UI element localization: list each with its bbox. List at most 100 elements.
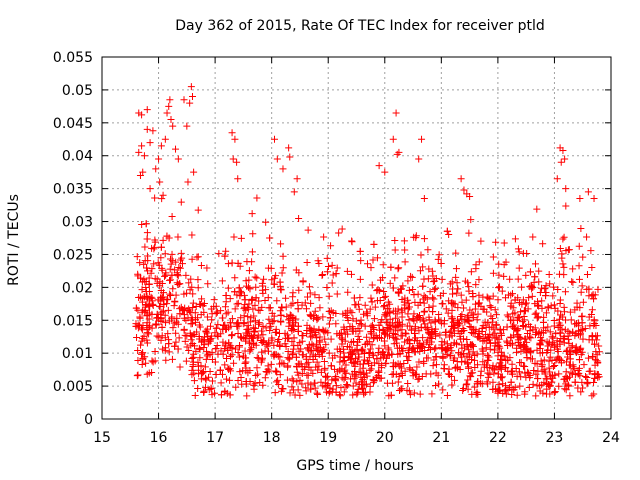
data-point	[189, 363, 197, 371]
data-point	[559, 260, 567, 268]
data-point	[333, 290, 341, 298]
data-point	[369, 256, 377, 264]
data-point	[145, 274, 153, 282]
data-point	[294, 322, 302, 330]
data-point	[140, 260, 148, 268]
data-point	[187, 309, 195, 317]
data-point	[538, 361, 546, 369]
data-point	[369, 352, 377, 360]
data-point	[567, 369, 575, 377]
data-point	[574, 366, 582, 374]
data-point	[571, 378, 579, 386]
data-point	[507, 291, 515, 299]
data-point	[253, 364, 261, 372]
data-point	[379, 353, 387, 361]
data-point	[313, 358, 321, 366]
x-tick-labels: 15 16 17 18 19 20 21 22 23 24	[93, 430, 620, 446]
data-point	[211, 329, 219, 337]
data-point	[553, 175, 561, 183]
data-point	[578, 313, 586, 321]
data-point	[279, 252, 287, 260]
data-point	[482, 344, 490, 352]
data-point	[387, 391, 395, 399]
data-point	[167, 276, 175, 284]
data-point	[145, 302, 153, 310]
data-point	[559, 235, 567, 243]
data-point	[453, 279, 461, 287]
data-point	[311, 307, 319, 315]
y-tick-label: 0.02	[62, 280, 93, 296]
data-point	[529, 284, 537, 292]
data-point	[323, 283, 331, 291]
data-point	[329, 271, 337, 279]
data-point	[298, 332, 306, 340]
data-point	[324, 329, 332, 337]
data-point	[391, 314, 399, 322]
data-point	[217, 330, 225, 338]
data-point	[487, 303, 495, 311]
data-point	[321, 335, 329, 343]
data-point	[304, 358, 312, 366]
data-point	[469, 293, 477, 301]
data-point	[143, 229, 151, 237]
data-point	[467, 373, 475, 381]
data-point	[532, 309, 540, 317]
data-point	[172, 291, 180, 299]
data-point	[227, 367, 235, 375]
data-point	[432, 369, 440, 377]
data-point	[463, 190, 471, 198]
data-point	[183, 122, 191, 130]
data-point	[143, 322, 151, 330]
data-point	[575, 262, 583, 270]
data-point	[259, 331, 267, 339]
data-point	[479, 358, 487, 366]
data-point	[429, 362, 437, 370]
data-point	[534, 375, 542, 383]
data-point	[559, 146, 567, 154]
data-point	[271, 328, 279, 336]
data-point	[143, 311, 151, 319]
data-point	[545, 339, 553, 347]
data-point	[187, 341, 195, 349]
data-point	[315, 294, 323, 302]
data-point	[445, 371, 453, 379]
data-point	[557, 158, 565, 166]
data-point	[308, 340, 316, 348]
data-point	[161, 135, 169, 143]
data-point	[162, 271, 170, 279]
data-point	[163, 232, 171, 240]
data-point	[379, 349, 387, 357]
data-point	[458, 328, 466, 336]
data-point	[549, 363, 557, 371]
data-point	[306, 289, 314, 297]
data-point	[448, 306, 456, 314]
data-point	[194, 284, 202, 292]
data-point	[422, 293, 430, 301]
data-point	[552, 356, 560, 364]
data-point	[484, 333, 492, 341]
data-point	[381, 301, 389, 309]
data-point	[504, 356, 512, 364]
data-point	[202, 376, 210, 384]
data-point	[244, 313, 252, 321]
data-point	[169, 324, 177, 332]
data-point	[151, 194, 159, 202]
data-point	[142, 359, 150, 367]
data-point	[511, 235, 519, 243]
data-point	[548, 371, 556, 379]
data-point	[579, 326, 587, 334]
data-point	[389, 135, 397, 143]
data-point	[355, 305, 363, 313]
data-point	[157, 142, 165, 150]
data-point	[522, 271, 530, 279]
data-point	[166, 290, 174, 298]
data-point	[396, 350, 404, 358]
data-point	[432, 284, 440, 292]
data-point	[258, 348, 266, 356]
data-point	[293, 378, 301, 386]
data-point	[577, 224, 585, 232]
data-point	[329, 354, 337, 362]
data-point	[292, 266, 300, 274]
data-point	[217, 347, 225, 355]
data-point	[484, 357, 492, 365]
